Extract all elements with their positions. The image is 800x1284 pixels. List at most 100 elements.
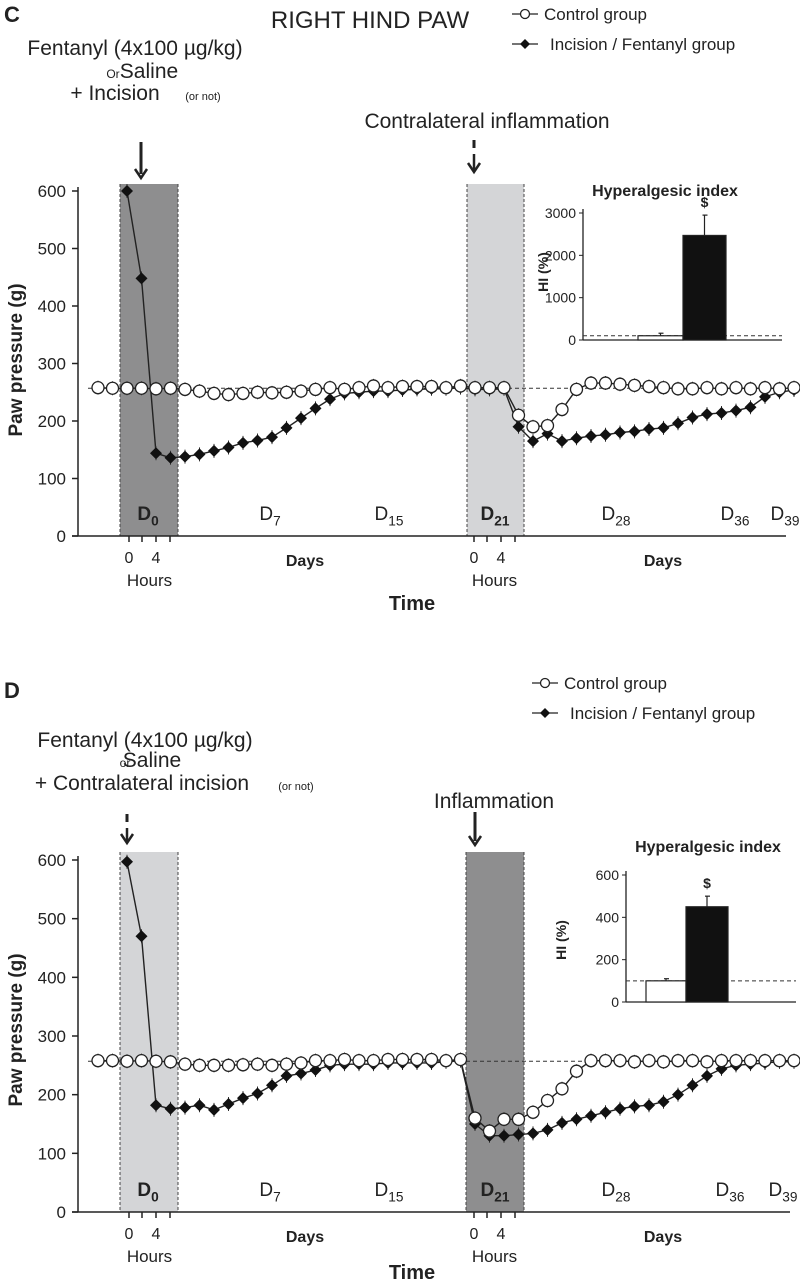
data-point-incision (628, 425, 641, 438)
data-point-control (120, 1054, 134, 1068)
annotation-line: Contralateral inflammation (364, 110, 609, 133)
data-point-incision (135, 272, 148, 285)
inset-y-tick-label: 0 (611, 994, 619, 1010)
data-point-control (221, 387, 236, 402)
data-point-control (468, 380, 482, 395)
data-point-control (395, 1052, 410, 1067)
data-point-control (236, 386, 250, 401)
chart-title: RIGHT HIND PAW (271, 7, 470, 34)
data-point-control (511, 408, 526, 422)
data-point-control (743, 382, 758, 396)
inset-y-tick-label: 200 (596, 952, 620, 968)
data-point-control (627, 378, 642, 393)
data-point-control (424, 379, 439, 394)
data-point-incision (672, 417, 684, 430)
data-point-control (700, 380, 714, 395)
data-point-control (250, 1057, 265, 1071)
data-point-control (671, 382, 685, 396)
data-point-control (294, 384, 308, 398)
data-point-control (134, 1053, 149, 1068)
day-label-subscript: 36 (729, 1190, 744, 1205)
data-point-control (381, 1052, 395, 1067)
annotation-line: (or not) (278, 781, 313, 793)
data-point-incision (527, 435, 539, 448)
annotation-line: + Incision (70, 82, 159, 105)
data-point-control (613, 377, 627, 391)
arrow-head (133, 168, 149, 181)
day-label-subscript: 21 (494, 514, 510, 529)
data-point-control (279, 385, 294, 399)
legend-item: Incision / Fentanyl group (512, 35, 735, 54)
inset-bar-group (645, 978, 687, 1003)
legend-item: Incision / Fentanyl group (532, 704, 755, 723)
data-point-control (642, 1053, 656, 1068)
data-point-control (497, 380, 511, 395)
data-point-incision (193, 448, 206, 461)
data-point-control (221, 1058, 236, 1072)
hour-tick-label: 4 (497, 1226, 506, 1243)
annotation-inflammation: Inflammation (434, 790, 554, 848)
y-tick-label: 300 (38, 1027, 66, 1046)
day-label-letter: D (259, 504, 273, 525)
y-tick-label: 600 (38, 182, 66, 201)
day-label-letter: D (259, 1180, 273, 1201)
significance-marker: $ (701, 194, 709, 210)
data-point-control (642, 379, 656, 394)
inset-bar-group: $ (682, 194, 727, 341)
data-point-control (482, 1124, 497, 1138)
day-label-subscript: 0 (151, 1190, 159, 1205)
hours-label: Hours (472, 571, 517, 590)
inset-y-tick-label: 2000 (545, 247, 576, 263)
data-point-incision (715, 406, 728, 419)
data-point-incision (686, 411, 699, 424)
data-point-control (308, 382, 323, 397)
data-point-control (178, 382, 192, 397)
legend-label: Incision / Fentanyl group (550, 35, 735, 54)
data-point-incision (295, 412, 307, 425)
data-point-control (787, 1053, 800, 1068)
annotation-line: Fentanyl (4x100 µg/kg) (27, 37, 242, 60)
y-tick-label: 400 (38, 297, 66, 316)
inset-title: Hyperalgesic index (592, 183, 738, 200)
inset-y-tick-label: 3000 (545, 205, 576, 221)
data-point-control (236, 1058, 250, 1072)
day-label-letter: D (137, 504, 151, 525)
data-point-incision (324, 393, 336, 406)
day-label-letter: D (716, 1180, 730, 1201)
data-point-control (105, 381, 120, 395)
shade-rect (466, 852, 524, 1212)
annotation-line: Saline (123, 749, 181, 772)
data-point-control (743, 1053, 758, 1068)
hour-tick-label: 4 (152, 550, 161, 567)
data-point-control (569, 382, 584, 397)
data-point-incision (309, 1064, 322, 1077)
y-axis-title: Paw pressure (g) (6, 283, 27, 436)
annotation-inflammation: Contralateral inflammation (364, 110, 610, 175)
annotation-line: or (120, 756, 131, 770)
data-point-incision (164, 1102, 177, 1115)
data-point-control (685, 1053, 700, 1068)
data-point-control (439, 380, 453, 395)
data-point-control (192, 1058, 207, 1072)
day-label-letter: D (769, 1180, 783, 1201)
day-label: D15 (375, 1180, 404, 1205)
data-point-control (381, 380, 395, 395)
data-point-control (439, 1053, 453, 1068)
day-label-letter: D (721, 504, 735, 525)
inset-hyperalgesic-index: Hyperalgesic index 0 200 400 600 HI (%) $ (553, 839, 796, 1010)
data-point-control (178, 1057, 192, 1071)
day-label-letter: D (481, 1180, 495, 1201)
y-tick-label: 300 (38, 355, 66, 374)
days-label: Days (644, 1229, 682, 1246)
data-point-incision (237, 436, 249, 449)
dashed-down-arrow-icon (119, 814, 135, 846)
data-point-control (424, 1052, 439, 1067)
data-point-control (729, 380, 743, 395)
data-point-control (337, 382, 352, 397)
data-point-control (410, 1052, 424, 1067)
annotation-line: + Contralateral incision (35, 772, 249, 795)
hours-label: Hours (127, 1247, 172, 1266)
y-tick-label: 100 (38, 470, 66, 489)
day-label: D28 (602, 1180, 631, 1205)
inset-bar-group: $ (685, 875, 729, 1003)
